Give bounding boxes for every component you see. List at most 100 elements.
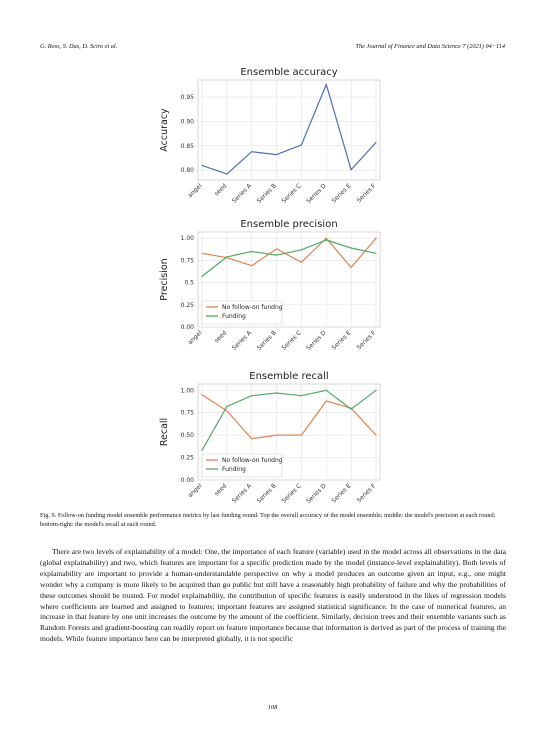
y-tick-label: 0.75 <box>181 410 195 417</box>
x-tick-label: Series A <box>231 329 254 352</box>
series-line <box>201 239 377 277</box>
x-tick-label: Series D <box>305 182 328 205</box>
data-point <box>350 169 352 171</box>
chart-title: Ensemble precision <box>240 219 337 230</box>
body-paragraph: There are two levels of explainability o… <box>40 547 506 644</box>
data-point <box>201 394 203 396</box>
data-point <box>275 254 278 256</box>
x-tick-label: Series E <box>331 182 353 204</box>
running-header-journal: The Journal of Finance and Data Science … <box>355 43 505 50</box>
y-tick-label: 0.00 <box>181 324 195 331</box>
y-tick-label: 0.25 <box>181 455 195 462</box>
data-point <box>325 83 327 85</box>
data-point <box>201 275 203 277</box>
data-point <box>350 408 352 410</box>
y-tick-label: 0.85 <box>181 143 195 150</box>
x-tick-label: angel <box>187 482 204 499</box>
series-line <box>201 237 377 269</box>
data-point <box>300 434 303 436</box>
x-tick-label: angel <box>187 182 204 199</box>
x-tick-label: Series C <box>281 329 303 351</box>
x-tick-label: seed <box>213 482 228 497</box>
data-point <box>251 438 253 440</box>
x-tick-label: Series F <box>356 482 378 504</box>
data-point <box>251 265 253 267</box>
series-line <box>201 83 377 175</box>
data-point <box>375 237 377 239</box>
data-point <box>375 252 377 254</box>
x-tick-label: seed <box>213 329 228 344</box>
data-point <box>300 144 303 146</box>
x-tick-label: Series D <box>305 329 328 352</box>
legend-box <box>201 300 283 325</box>
y-tick-label: 0.90 <box>181 118 195 125</box>
x-tick-label: seed <box>213 182 228 197</box>
data-point <box>375 389 377 391</box>
y-tick-label: 0.50 <box>181 432 195 439</box>
y-tick-label: 1.00 <box>181 387 195 394</box>
data-point <box>375 434 377 436</box>
x-tick-label: angel <box>187 329 204 346</box>
data-point <box>300 395 303 397</box>
legend-label: Funding <box>222 466 246 473</box>
y-axis-label: Precision <box>159 258 170 300</box>
x-tick-label: Series E <box>331 482 353 504</box>
data-point <box>350 247 352 249</box>
y-tick-label: 0.75 <box>181 257 195 264</box>
data-point <box>201 449 203 451</box>
legend-label: Funding <box>222 313 246 320</box>
data-point <box>325 400 327 402</box>
data-point <box>325 389 327 391</box>
x-tick-label: Series C <box>281 482 303 504</box>
y-axis-label: Recall <box>159 418 170 446</box>
y-axis-label: Accuracy <box>159 108 170 152</box>
data-point <box>201 252 203 254</box>
x-tick-label: Series F <box>356 329 378 351</box>
legend-label: No follow-on fundng <box>222 304 283 311</box>
x-tick-label: Series B <box>256 182 278 204</box>
y-tick-label: 0.95 <box>181 94 195 101</box>
series-line <box>201 389 377 451</box>
y-tick-label: 0.00 <box>181 477 195 484</box>
series-line <box>201 394 377 440</box>
x-tick-label: Series B <box>256 482 278 504</box>
chart-title: Ensemble accuracy <box>240 67 337 78</box>
data-point <box>275 392 278 394</box>
data-point <box>251 250 253 253</box>
data-point <box>251 395 253 397</box>
data-point <box>350 266 352 269</box>
x-tick-label: Series C <box>281 182 303 204</box>
x-tick-label: Series A <box>231 182 254 205</box>
y-tick-label: 0.80 <box>181 167 195 174</box>
data-point <box>201 164 203 166</box>
data-point <box>375 141 377 144</box>
data-point <box>275 248 278 250</box>
x-tick-label: Series A <box>231 482 254 505</box>
page-number: 108 <box>267 704 278 711</box>
legend-box <box>201 453 283 478</box>
plot-area-1 <box>197 79 381 181</box>
x-tick-label: Series D <box>305 482 328 505</box>
data-point <box>226 256 228 258</box>
y-tick-label: 0.25 <box>181 302 195 309</box>
legend-label: No follow-on fundng <box>222 457 283 464</box>
x-tick-label: Series E <box>331 329 353 351</box>
data-point <box>300 249 303 251</box>
chart-title: Ensemble recall <box>249 371 328 382</box>
data-point <box>226 173 228 175</box>
x-tick-label: Series F <box>356 182 378 204</box>
running-header-authors: G. Ross, S. Das, D. Sciro et al. <box>40 43 118 50</box>
data-point <box>275 154 278 156</box>
data-point <box>226 405 228 408</box>
figure-caption: Fig. 9. Follow-on funding model ensemble… <box>40 512 496 528</box>
y-tick-label: 0.5 <box>184 280 194 287</box>
data-point <box>226 410 228 412</box>
data-point <box>275 434 278 436</box>
data-point <box>300 261 303 263</box>
x-tick-label: Series B <box>256 329 278 351</box>
data-point <box>325 239 327 241</box>
data-point <box>325 237 327 239</box>
data-point <box>251 151 253 153</box>
y-tick-label: 1.00 <box>181 235 195 242</box>
